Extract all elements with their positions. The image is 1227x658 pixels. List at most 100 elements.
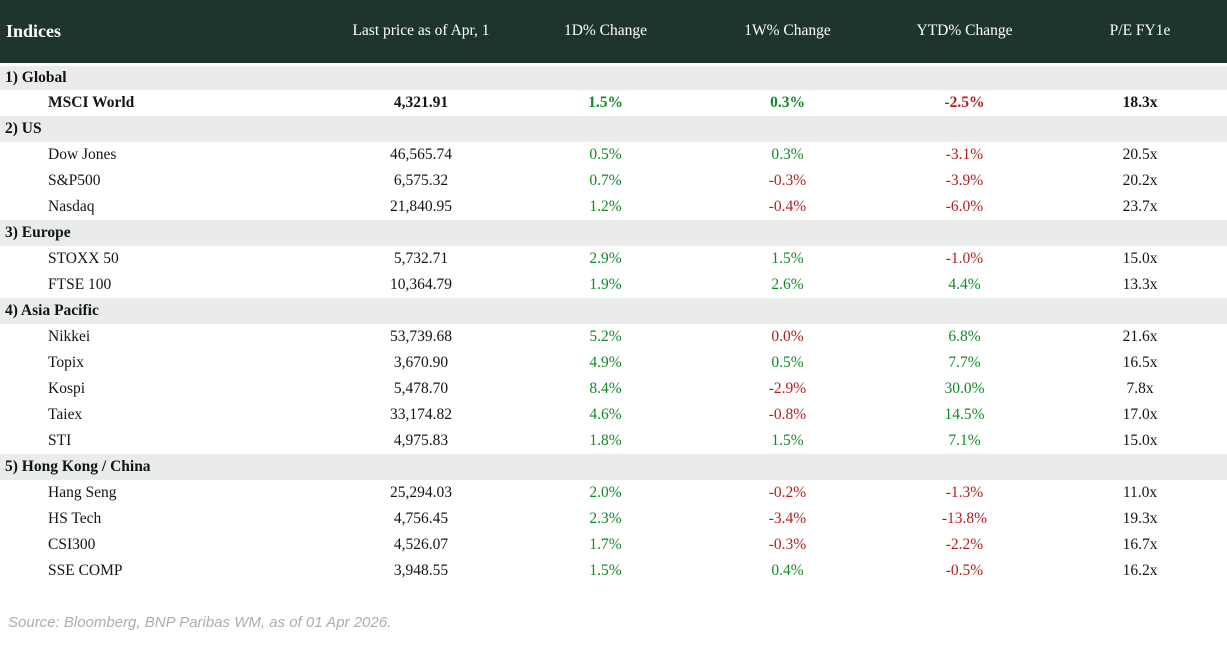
index-row: FTSE 100 10,364.79 1.9% 2.6% 4.4% 13.3x (0, 272, 1227, 298)
last-price: 4,321.91 (393, 94, 449, 111)
pe-fy1e: 20.2x (1122, 172, 1158, 189)
change-ytd: -0.5% (945, 562, 984, 579)
pe-fy1e: 23.7x (1122, 198, 1158, 215)
change-1w: -2.9% (768, 380, 807, 397)
change-1w: -0.8% (768, 406, 807, 423)
index-row: Kospi 5,478.70 8.4% -2.9% 30.0% 7.8x (0, 376, 1227, 402)
index-name: Dow Jones (48, 146, 117, 163)
index-row: STI 4,975.83 1.8% 1.5% 7.1% 15.0x (0, 428, 1227, 454)
change-ytd: -2.2% (945, 536, 984, 553)
change-ytd: -6.0% (945, 198, 984, 215)
pe-fy1e: 21.6x (1122, 328, 1158, 345)
section-label: 4) Asia Pacific (0, 298, 1227, 324)
pe-fy1e: 17.0x (1122, 406, 1158, 423)
last-price: 4,975.83 (393, 432, 449, 449)
change-ytd: -2.5% (944, 94, 985, 111)
index-name: Taiex (48, 406, 83, 423)
pe-fy1e: 20.5x (1122, 146, 1158, 163)
change-1d: 0.5% (589, 146, 622, 163)
index-name: Nikkei (48, 328, 91, 345)
pe-fy1e: 11.0x (1122, 484, 1158, 501)
change-1w: 0.3% (770, 94, 805, 111)
pe-fy1e: 16.5x (1122, 354, 1158, 371)
change-1w: 2.6% (771, 276, 804, 293)
last-price: 4,756.45 (393, 510, 449, 527)
change-1d: 1.2% (589, 198, 622, 215)
change-ytd: -13.8% (941, 510, 988, 527)
index-row: HS Tech 4,756.45 2.3% -3.4% -13.8% 19.3x (0, 506, 1227, 532)
section-label: 3) Europe (0, 220, 1227, 246)
change-1d: 1.8% (589, 432, 622, 449)
last-price: 3,670.90 (393, 354, 449, 371)
index-row: Nikkei 53,739.68 5.2% 0.0% 6.8% 21.6x (0, 324, 1227, 350)
section-label: 1) Global (0, 64, 1227, 90)
index-row: Topix 3,670.90 4.9% 0.5% 7.7% 16.5x (0, 350, 1227, 376)
index-name: STOXX 50 (48, 250, 119, 267)
change-ytd: -3.1% (945, 146, 984, 163)
col-header-pe-fy1e: P/E FY1e (1053, 0, 1227, 66)
pe-fy1e: 15.0x (1122, 250, 1158, 267)
section-label: 5) Hong Kong / China (0, 454, 1227, 480)
change-1d: 2.3% (589, 510, 622, 527)
change-1d: 1.7% (589, 536, 622, 553)
change-1w: 0.4% (771, 562, 804, 579)
change-ytd: 30.0% (944, 380, 985, 397)
last-price: 6,575.32 (393, 172, 449, 189)
last-price: 4,526.07 (393, 536, 449, 553)
change-ytd: 4.4% (948, 276, 981, 293)
change-1d: 8.4% (589, 380, 622, 397)
last-price: 53,739.68 (390, 328, 452, 345)
section-row: 3) Europe (0, 220, 1227, 246)
index-row: Hang Seng 25,294.03 2.0% -0.2% -1.3% 11.0x (0, 480, 1227, 506)
change-1w: 1.5% (771, 432, 804, 449)
section-row: 2) US (0, 116, 1227, 142)
last-price: 5,732.71 (393, 250, 449, 267)
index-name: CSI300 (48, 536, 96, 553)
pe-fy1e: 19.3x (1122, 510, 1158, 527)
index-row: MSCI World 4,321.91 1.5% 0.3% -2.5% 18.3x (0, 90, 1227, 116)
indices-table-body: 1) Global MSCI World 4,321.91 1.5% 0.3% -2.5%… (0, 64, 1227, 584)
indices-table: Indices Last price as of Apr, 1 1D% Chan… (0, 0, 1227, 584)
index-name: Topix (48, 354, 84, 371)
change-1d: 4.6% (589, 406, 622, 423)
change-1w: -0.3% (768, 536, 807, 553)
col-header-last-price: Last price as of Apr, 1 (330, 0, 512, 66)
col-header-1w-change: 1W% Change (699, 0, 876, 66)
change-1w: 0.0% (771, 328, 804, 345)
change-1d: 0.7% (589, 172, 622, 189)
last-price: 46,565.74 (390, 146, 452, 163)
change-1d: 2.0% (589, 484, 622, 501)
pe-fy1e: 16.7x (1122, 536, 1158, 553)
last-price: 25,294.03 (390, 484, 452, 501)
change-1w: -0.2% (768, 484, 807, 501)
section-row: 5) Hong Kong / China (0, 454, 1227, 480)
last-price: 10,364.79 (390, 276, 452, 293)
last-price: 33,174.82 (390, 406, 452, 423)
index-name: Hang Seng (48, 484, 117, 501)
change-1d: 5.2% (589, 328, 622, 345)
change-1w: -0.4% (768, 198, 807, 215)
change-ytd: 14.5% (944, 406, 985, 423)
index-row: CSI300 4,526.07 1.7% -0.3% -2.2% 16.7x (0, 532, 1227, 558)
change-1d: 1.5% (589, 562, 622, 579)
index-name: Nasdaq (48, 198, 95, 215)
change-1w: -3.4% (768, 510, 807, 527)
change-1w: 0.3% (771, 146, 804, 163)
change-ytd: -1.3% (945, 484, 984, 501)
index-row: Taiex 33,174.82 4.6% -0.8% 14.5% 17.0x (0, 402, 1227, 428)
change-ytd: -3.9% (945, 172, 984, 189)
pe-fy1e: 18.3x (1122, 94, 1158, 111)
index-name: HS Tech (48, 510, 102, 527)
table-header: Indices Last price as of Apr, 1 1D% Chan… (0, 0, 1227, 66)
pe-fy1e: 16.2x (1122, 562, 1158, 579)
change-ytd: 7.7% (948, 354, 981, 371)
last-price: 3,948.55 (393, 562, 449, 579)
pe-fy1e: 13.3x (1122, 276, 1158, 293)
index-row: SSE COMP 3,948.55 1.5% 0.4% -0.5% 16.2x (0, 558, 1227, 584)
section-row: 1) Global (0, 64, 1227, 90)
pe-fy1e: 7.8x (1126, 380, 1154, 397)
index-name: S&P500 (48, 172, 101, 189)
change-1d: 4.9% (589, 354, 622, 371)
last-price: 5,478.70 (393, 380, 449, 397)
section-label: 2) US (0, 116, 1227, 142)
